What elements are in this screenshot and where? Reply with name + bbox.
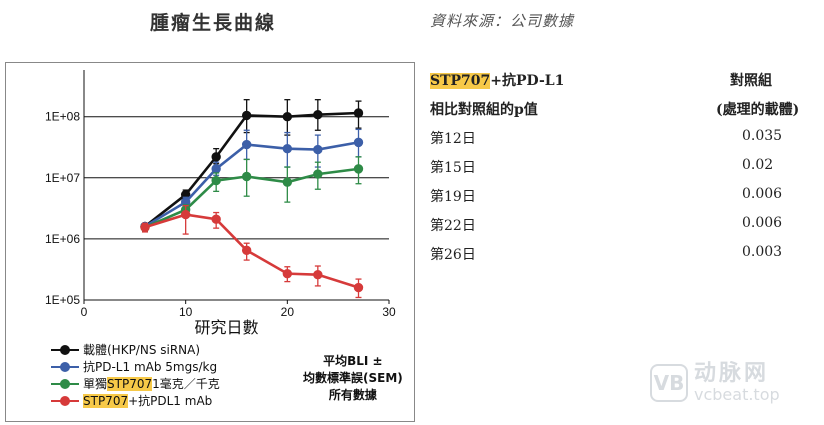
data-point <box>211 164 221 174</box>
watermark: VB 动脉网 vcbeat.top <box>650 362 780 404</box>
header-pvalue: 相比對照組的p值 <box>430 102 538 118</box>
legend-item-combo: STP707 +抗PDL1 mAb <box>51 392 220 409</box>
x-tick-label: 20 <box>281 305 295 319</box>
data-point <box>241 139 252 150</box>
watermark-brand: 动脉网 <box>694 361 770 386</box>
legend-label: 抗PD-L1 mAb 5mgs/kg <box>83 360 218 374</box>
row-pvalue: 0.006 <box>742 215 783 231</box>
header-control-note: (處理的載體) <box>716 102 800 118</box>
data-point <box>211 214 221 224</box>
data-point <box>241 110 252 121</box>
series-line-4 <box>144 213 359 289</box>
x-tick-label: 30 <box>382 305 396 319</box>
row-pvalue: 0.035 <box>742 128 783 144</box>
header-control: 對照組 <box>730 70 772 90</box>
stat-note-line: 所有數據 <box>328 388 377 402</box>
legend-item-anti-pdl1: 抗PD-L1 mAb 5mgs/kg <box>51 358 220 375</box>
legend-highlight: STP707 <box>107 376 153 391</box>
legend-marker-icon <box>51 344 79 356</box>
y-tick-label: 1E+06 <box>45 232 80 246</box>
tumor-growth-chart: 1E+05 1E+06 1E+07 1E+08 0 10 20 30 研究日數 <box>45 70 396 337</box>
y-tick-label: 1E+08 <box>45 110 80 124</box>
stat-note-line: 平均BLI ± <box>323 354 383 368</box>
header-control-label: 對照組 <box>730 73 772 89</box>
data-point <box>353 137 364 148</box>
chart-panel: 1E+05 1E+06 1E+07 1E+08 0 10 20 30 研究日數 載體(HKP/N… <box>5 62 415 422</box>
data-point <box>313 169 323 179</box>
legend-label: 單獨 <box>83 377 108 391</box>
data-point <box>313 109 323 120</box>
legend-marker-icon <box>51 378 79 390</box>
vb-logo-icon: VB <box>650 364 688 402</box>
source-note: 資料來源：公司數據 <box>430 12 575 30</box>
data-point <box>353 164 364 174</box>
data-point <box>241 171 252 182</box>
data-point <box>313 144 323 155</box>
data-point <box>282 268 293 279</box>
x-tick-label: 10 <box>179 305 193 319</box>
watermark-url: vcbeat.top <box>694 385 780 404</box>
chart-legend: 載體(HKP/NS siRNA) 抗PD-L1 mAb 5mgs/kg 單獨 ST… <box>51 341 220 409</box>
page-title: 腫瘤生長曲線 <box>150 12 277 34</box>
legend-marker-icon <box>51 395 79 407</box>
data-point <box>313 269 323 280</box>
y-tick-label: 1E+07 <box>45 171 80 185</box>
data-point <box>211 152 221 162</box>
row-pvalue: 0.02 <box>742 157 774 173</box>
y-tick-label: 1E+05 <box>45 293 80 307</box>
row-pvalue: 0.006 <box>742 186 783 202</box>
x-tick-label: 0 <box>81 305 88 319</box>
legend-item-stp707-alone: 單獨 STP707 1毫克／千克 <box>51 375 220 392</box>
data-point <box>140 222 150 232</box>
data-point <box>353 108 364 118</box>
row-pvalue: 0.003 <box>742 244 783 260</box>
stat-note: 平均BLI ± 均數標準誤(SEM) 所有數據 <box>303 353 403 404</box>
data-point <box>282 177 293 187</box>
header-highlight: STP707 <box>430 73 491 89</box>
data-point <box>180 209 191 220</box>
stat-note-line: 均數標準誤(SEM) <box>303 371 403 385</box>
legend-label-suffix: 1毫克／千克 <box>152 377 220 391</box>
watermark-text: 动脉网 vcbeat.top <box>694 362 780 404</box>
legend-label-suffix: +抗PDL1 mAb <box>128 394 213 408</box>
row-day: 第15日 <box>430 160 476 176</box>
legend-label: 載體(HKP/NS siRNA) <box>83 343 201 357</box>
data-point <box>353 282 364 293</box>
series-line-1 <box>144 111 359 228</box>
data-point <box>211 175 221 186</box>
row-day: 第12日 <box>430 131 476 147</box>
row-day: 第26日 <box>430 247 476 263</box>
header-comparison-suffix: +抗PD-L1 <box>490 73 565 89</box>
row-day: 第19日 <box>430 189 476 205</box>
legend-highlight: STP707 <box>83 393 129 408</box>
x-axis-label: 研究日數 <box>194 318 258 337</box>
legend-item-vehicle: 載體(HKP/NS siRNA) <box>51 341 220 358</box>
row-day: 第22日 <box>430 218 476 234</box>
legend-marker-icon <box>51 361 79 373</box>
header-comparison: STP707+抗PD-L1 <box>430 70 564 90</box>
data-point <box>241 245 252 256</box>
data-point <box>282 143 293 154</box>
data-point <box>282 112 293 122</box>
